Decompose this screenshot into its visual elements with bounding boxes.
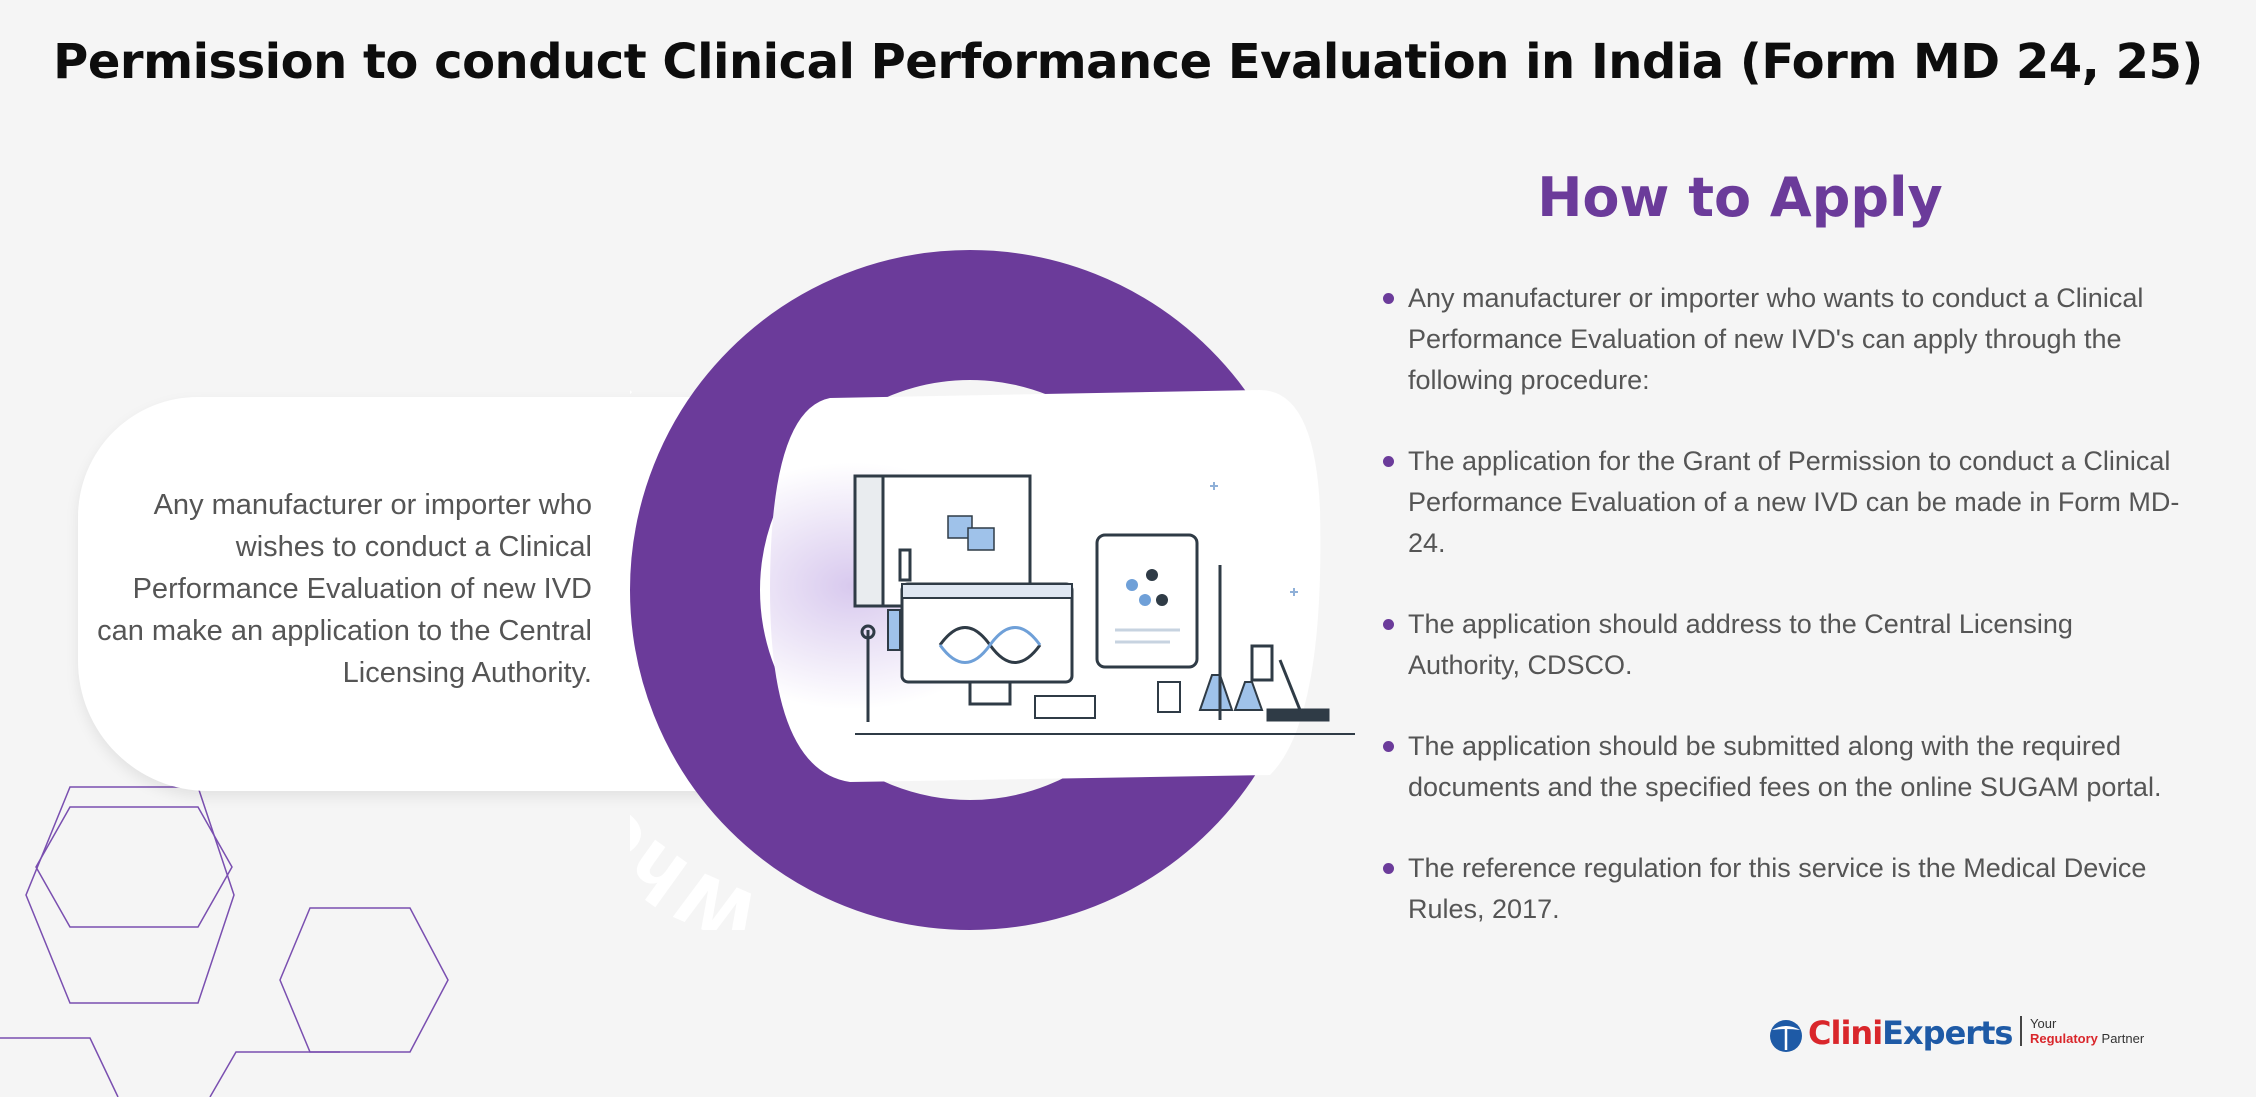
- list-item: The application should address to the Ce…: [1380, 604, 2190, 686]
- list-item: The application should be submitted alon…: [1380, 726, 2190, 808]
- logo-experts: Experts: [1882, 1014, 2013, 1052]
- bullet-icon: [1383, 619, 1394, 630]
- who-can-apply-description: Any manufacturer or importer who wishes …: [97, 489, 592, 689]
- tagline-your: Your: [2030, 1016, 2057, 1031]
- list-item-text: The application should address to the Ce…: [1408, 609, 2073, 680]
- list-item: The application for the Grant of Permiss…: [1380, 441, 2190, 564]
- caduceus-icon: [1770, 1020, 1802, 1052]
- lab-illustration: [853, 474, 1355, 735]
- list-item: The reference regulation for this servic…: [1380, 848, 2190, 930]
- list-item-text: Any manufacturer or importer who wants t…: [1408, 283, 2144, 395]
- how-to-apply-list: Any manufacturer or importer who wants t…: [1380, 278, 2190, 930]
- list-item-text: The reference regulation for this servic…: [1408, 853, 2147, 924]
- logo-clini: Clini: [1808, 1014, 1883, 1052]
- cliniexperts-logo: CliniExperts Your Regulatory Partner: [1768, 1012, 2148, 1062]
- tagline-partner: Partner: [2101, 1031, 2145, 1046]
- logo-tagline: Your Regulatory Partner: [2020, 1016, 2144, 1046]
- list-item: Any manufacturer or importer who wants t…: [1380, 278, 2190, 401]
- how-to-apply-heading: How to Apply: [1537, 166, 1943, 229]
- bullet-icon: [1383, 456, 1394, 467]
- how-to-apply-section: How to Apply Any manufacturer or importe…: [1380, 0, 2200, 1097]
- bullet-icon: [1383, 293, 1394, 304]
- page-title: Permission to conduct Clinical Performan…: [53, 34, 2203, 90]
- bullet-icon: [1383, 741, 1394, 752]
- list-item-text: The application for the Grant of Permiss…: [1408, 446, 2180, 558]
- logo-wordmark: CliniExperts: [1808, 1014, 2013, 1052]
- bullet-icon: [1383, 863, 1394, 874]
- hexagon-decoration: [0, 786, 449, 1097]
- list-item-text: The application should be submitted alon…: [1408, 731, 2162, 802]
- tagline-regulatory: Regulatory: [2030, 1031, 2098, 1046]
